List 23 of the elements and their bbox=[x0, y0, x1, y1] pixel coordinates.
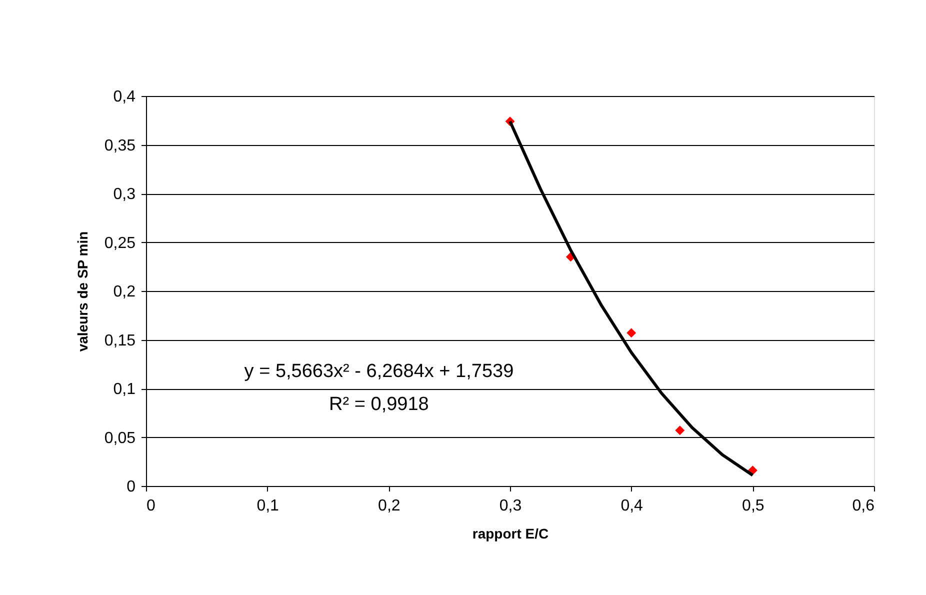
x-tick-label: 0,1 bbox=[256, 498, 280, 514]
annotation: R² = 0,9918 bbox=[329, 394, 429, 416]
y-tick-label: 0,35 bbox=[104, 137, 136, 154]
x-tick-label: 0,6 bbox=[852, 498, 875, 514]
y-tick-label: 0 bbox=[126, 478, 136, 496]
y-axis-title: valeurs de SP min bbox=[74, 231, 90, 352]
y-tick-label: 0,2 bbox=[113, 284, 136, 300]
y-tick-label: 0,25 bbox=[104, 234, 136, 252]
y-tick-label: 0,15 bbox=[104, 332, 136, 350]
x-tick-label: 0 bbox=[146, 498, 156, 514]
y-tick-label: 0,05 bbox=[104, 430, 136, 447]
annotation: y = 5,5663x² - 6,2684x + 1,7539 bbox=[244, 360, 514, 382]
x-tick-label: 0,2 bbox=[378, 498, 400, 514]
x-tick-label: 0,4 bbox=[620, 498, 644, 514]
x-axis-title: rapport E/C bbox=[472, 526, 549, 542]
x-tick-label: 0,5 bbox=[742, 498, 764, 514]
y-tick-label: 0,1 bbox=[113, 381, 136, 398]
point bbox=[626, 328, 636, 338]
point bbox=[675, 426, 685, 436]
point bbox=[748, 466, 758, 476]
y-tick-label: 0,3 bbox=[113, 186, 136, 203]
x-tick-label: 0,3 bbox=[499, 498, 522, 514]
y-tick-label: 0,4 bbox=[113, 88, 136, 106]
